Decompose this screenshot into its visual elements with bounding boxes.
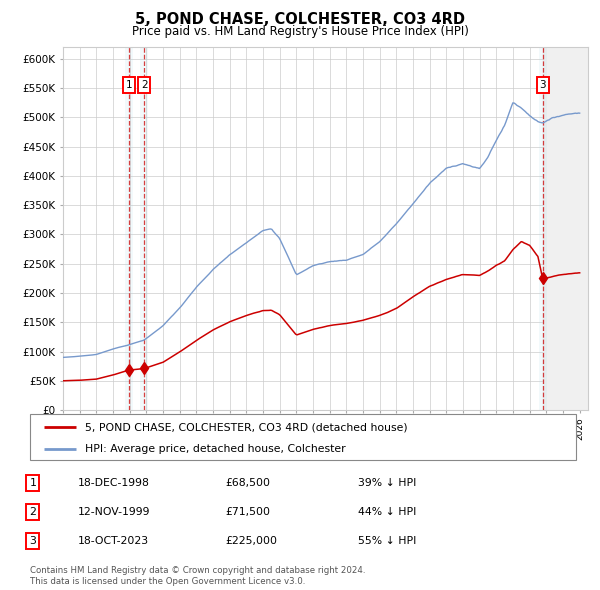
Bar [539,47,547,410]
Bar [140,47,148,410]
Text: £225,000: £225,000 [225,536,277,546]
Text: Contains HM Land Registry data © Crown copyright and database right 2024.
This d: Contains HM Land Registry data © Crown c… [30,566,365,586]
Text: 55% ↓ HPI: 55% ↓ HPI [358,536,416,546]
Text: 44% ↓ HPI: 44% ↓ HPI [358,507,416,517]
Text: HPI: Average price, detached house, Colchester: HPI: Average price, detached house, Colc… [85,444,345,454]
Text: 2: 2 [141,80,148,90]
Text: 1: 1 [29,478,36,487]
Text: 5, POND CHASE, COLCHESTER, CO3 4RD: 5, POND CHASE, COLCHESTER, CO3 4RD [135,12,465,27]
Text: 3: 3 [29,536,36,546]
Text: 3: 3 [539,80,546,90]
Bar [543,47,588,410]
Bar [125,47,133,410]
Text: £71,500: £71,500 [225,507,270,517]
Text: 12-NOV-1999: 12-NOV-1999 [78,507,151,517]
Text: 1: 1 [125,80,133,90]
Text: £68,500: £68,500 [225,478,270,487]
Text: 39% ↓ HPI: 39% ↓ HPI [358,478,416,487]
Text: 2: 2 [29,507,36,517]
Text: 5, POND CHASE, COLCHESTER, CO3 4RD (detached house): 5, POND CHASE, COLCHESTER, CO3 4RD (deta… [85,422,407,432]
Text: Price paid vs. HM Land Registry's House Price Index (HPI): Price paid vs. HM Land Registry's House … [131,25,469,38]
Text: 18-OCT-2023: 18-OCT-2023 [78,536,149,546]
Text: 18-DEC-1998: 18-DEC-1998 [78,478,150,487]
FancyBboxPatch shape [30,414,576,460]
